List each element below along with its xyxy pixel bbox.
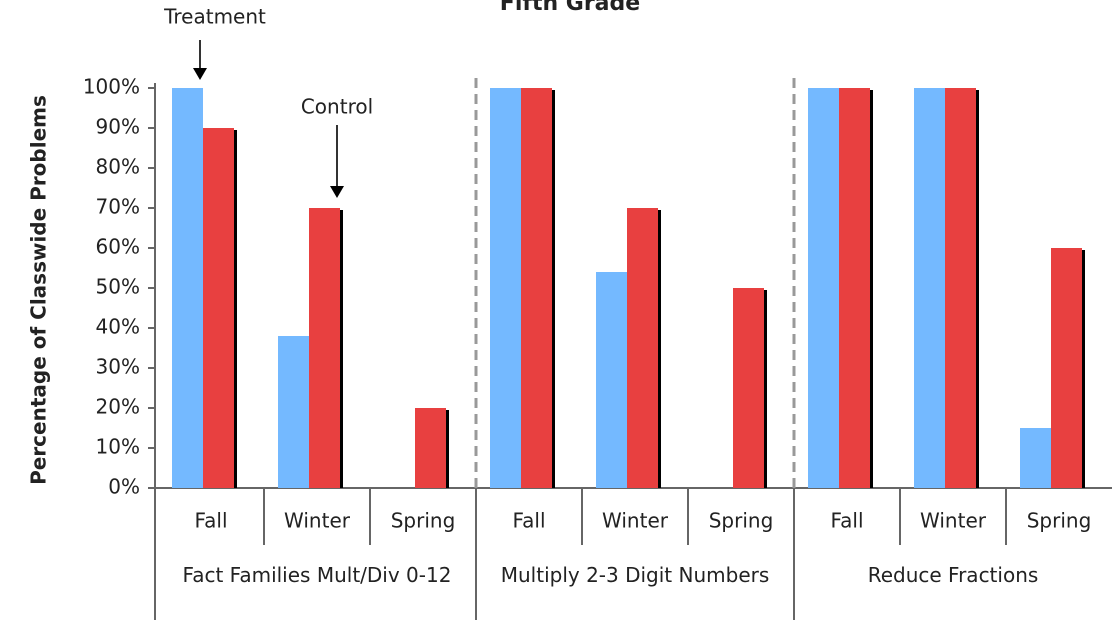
- legend-label: Control: [301, 95, 373, 119]
- y-tick-label: 90%: [96, 115, 140, 139]
- x-tick-label: Winter: [284, 509, 351, 533]
- bar: [415, 408, 446, 488]
- x-tick-label: Fall: [512, 509, 545, 533]
- legend-arrowhead: [330, 186, 344, 198]
- y-tick-label: 0%: [108, 475, 140, 499]
- bar: [627, 208, 658, 488]
- y-tick-label: 40%: [96, 315, 140, 339]
- y-tick-label: 70%: [96, 195, 140, 219]
- x-tick-label: Spring: [391, 509, 456, 533]
- y-tick-label: 100%: [83, 75, 140, 99]
- y-tick-label: 80%: [96, 155, 140, 179]
- y-tick-label: 20%: [96, 395, 140, 419]
- group-label: Multiply 2-3 Digit Numbers: [500, 563, 770, 587]
- x-tick-label: Winter: [602, 509, 669, 533]
- bar: [945, 88, 976, 488]
- y-axis-label: Percentage of Classwide Problems: [27, 95, 51, 485]
- bar: [839, 88, 870, 488]
- bar: [733, 288, 764, 488]
- legend-arrowhead: [193, 68, 207, 80]
- bar: [914, 88, 945, 488]
- bar: [1051, 248, 1082, 488]
- y-tick-label: 60%: [96, 235, 140, 259]
- bar: [309, 208, 340, 488]
- bar: [1020, 428, 1051, 488]
- bar: [521, 88, 552, 488]
- x-tick-label: Spring: [1027, 509, 1092, 533]
- bar: [203, 128, 234, 488]
- bar: [172, 88, 203, 488]
- y-tick-label: 30%: [96, 355, 140, 379]
- y-tick-label: 50%: [96, 275, 140, 299]
- bar: [278, 336, 309, 488]
- bar: [490, 88, 521, 488]
- y-tick-label: 10%: [96, 435, 140, 459]
- legend-label: Treatment: [163, 5, 266, 29]
- x-tick-label: Spring: [709, 509, 774, 533]
- group-label: Fact Families Mult/Div 0-12: [182, 563, 452, 587]
- chart-title: Fifth Grade: [500, 0, 640, 16]
- x-tick-label: Winter: [920, 509, 987, 533]
- x-tick-label: Fall: [194, 509, 227, 533]
- bar: [808, 88, 839, 488]
- x-tick-label: Fall: [830, 509, 863, 533]
- group-label: Reduce Fractions: [867, 563, 1039, 587]
- bar: [596, 272, 627, 488]
